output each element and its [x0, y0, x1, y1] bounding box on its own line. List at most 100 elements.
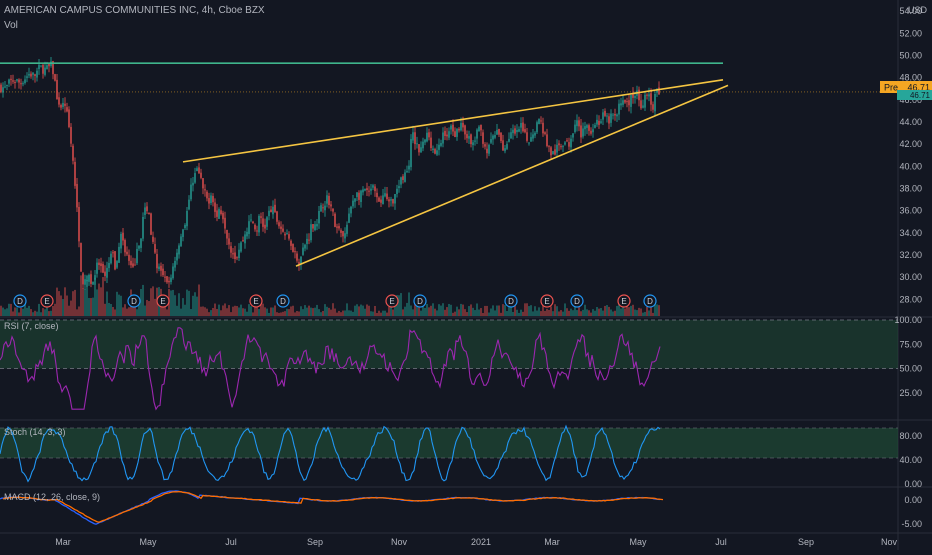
- volume-bar: [394, 303, 396, 316]
- dividend-marker[interactable]: D: [643, 294, 657, 308]
- candle-body: [584, 126, 586, 130]
- candle-body: [408, 165, 410, 170]
- volume-bar: [122, 307, 124, 316]
- candle-body: [638, 89, 640, 101]
- candle-body: [304, 244, 306, 249]
- x-tick-label: Sep: [798, 537, 814, 547]
- candle-body: [612, 114, 614, 116]
- volume-bar: [146, 299, 148, 316]
- volume-bar: [528, 306, 530, 316]
- volume-bar: [440, 305, 442, 316]
- candle-body: [420, 147, 422, 153]
- volume-bar: [264, 307, 266, 316]
- volume-bar: [594, 310, 596, 316]
- candle-body: [348, 213, 350, 223]
- volume-bar: [478, 309, 480, 316]
- earnings-marker[interactable]: E: [249, 294, 263, 308]
- drawing-layer-front[interactable]: [0, 62, 729, 267]
- candle-body: [380, 199, 382, 203]
- volume-bar: [212, 307, 214, 316]
- candle-body: [500, 132, 502, 141]
- candle-body: [54, 74, 56, 81]
- volume-bar: [530, 305, 532, 316]
- price-tick-label: 50.00: [899, 50, 922, 60]
- candle-body: [292, 243, 294, 252]
- candle-body: [172, 266, 174, 279]
- volume-bar: [604, 305, 606, 316]
- candle-body: [632, 92, 634, 98]
- candle-body: [642, 105, 644, 108]
- candle-body: [238, 249, 240, 259]
- candle-body: [534, 132, 536, 136]
- volume-bar: [566, 308, 568, 316]
- volume-bar: [256, 306, 258, 316]
- volume-bar: [532, 311, 534, 316]
- candle-body: [634, 95, 636, 98]
- volume-bar: [352, 311, 354, 316]
- earnings-marker[interactable]: E: [617, 294, 631, 308]
- volume-bar: [654, 303, 656, 316]
- dividend-marker[interactable]: D: [276, 294, 290, 308]
- candle-body: [488, 144, 490, 154]
- dividend-marker[interactable]: D: [127, 294, 141, 308]
- dividend-marker[interactable]: D: [504, 294, 518, 308]
- volume-bar: [16, 307, 18, 316]
- candle-body: [100, 263, 102, 267]
- candle-body: [26, 76, 28, 78]
- candle-body: [648, 94, 650, 97]
- volume-bar: [366, 304, 368, 316]
- dividend-marker[interactable]: D: [413, 294, 427, 308]
- volume-bar: [286, 308, 288, 316]
- candle-body: [572, 133, 574, 138]
- volume-bar: [578, 305, 580, 316]
- earnings-marker[interactable]: E: [156, 294, 170, 308]
- volume-bar: [572, 310, 574, 316]
- earnings-marker[interactable]: E: [540, 294, 554, 308]
- volume-bar: [514, 305, 516, 316]
- candle-body: [310, 224, 312, 241]
- earnings-marker[interactable]: E: [40, 294, 54, 308]
- volume-bar: [534, 306, 536, 316]
- wedge-upper-trendline[interactable]: [182, 79, 724, 163]
- candle-body: [496, 129, 498, 135]
- x-tick-label: Nov: [881, 537, 898, 547]
- dividend-marker[interactable]: D: [570, 294, 584, 308]
- volume-bar: [246, 311, 248, 316]
- earnings-marker[interactable]: E: [385, 294, 399, 308]
- volume-bar: [346, 303, 348, 316]
- volume-bar: [136, 309, 138, 316]
- candle-body: [114, 251, 116, 270]
- candle-body: [492, 135, 494, 140]
- marker-circle: [540, 294, 554, 308]
- candle-body: [574, 124, 576, 133]
- candle-body: [458, 128, 460, 131]
- volume-bar: [30, 309, 32, 316]
- candle-body: [442, 132, 444, 144]
- volume-bar: [428, 307, 430, 316]
- rsi-tick-label: 100.00: [894, 315, 922, 325]
- candle-body: [378, 197, 380, 202]
- candle-body: [620, 103, 622, 106]
- candle-body: [446, 134, 448, 137]
- candle-body: [602, 112, 604, 120]
- rsi-band: [0, 320, 898, 369]
- volume-bar: [244, 308, 246, 316]
- volume-bar: [510, 303, 512, 316]
- candle-body: [560, 146, 562, 148]
- volume-bar: [446, 307, 448, 316]
- marker-circle: [40, 294, 54, 308]
- candle-body: [48, 63, 50, 67]
- candle-body: [544, 132, 546, 134]
- volume-bar: [512, 311, 514, 316]
- volume-bar: [74, 289, 76, 316]
- volume-bar: [86, 275, 88, 316]
- volume-bar: [658, 305, 660, 316]
- wedge-lower-trendline[interactable]: [295, 84, 729, 267]
- dividend-marker[interactable]: D: [13, 294, 27, 308]
- candle-body: [66, 107, 68, 112]
- candle-body: [56, 79, 58, 100]
- volume-bar: [90, 298, 92, 316]
- volume-bar: [338, 310, 340, 316]
